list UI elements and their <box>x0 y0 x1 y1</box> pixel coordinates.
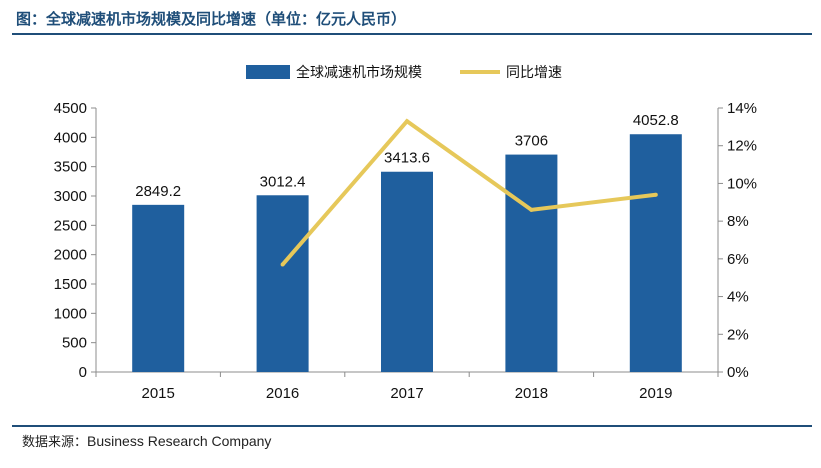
bar-data-label: 3706 <box>515 133 548 150</box>
legend-bar-swatch <box>246 65 290 79</box>
legend-line-label: 同比增速 <box>506 65 562 81</box>
top-rule <box>12 33 812 35</box>
right-tick-label: 10% <box>727 175 757 192</box>
left-tick-label: 2500 <box>54 217 87 234</box>
right-tick-label: 4% <box>727 289 749 306</box>
growth-point <box>405 119 409 124</box>
bar <box>505 154 558 372</box>
x-tick-label: 2015 <box>142 385 175 402</box>
bar <box>629 134 682 372</box>
source-label: 数据来源： <box>22 435 88 450</box>
right-tick-label: 2% <box>727 326 749 343</box>
left-tick-label: 4500 <box>54 100 87 117</box>
growth-line-layer <box>280 118 658 267</box>
left-tick-label: 2000 <box>54 247 87 264</box>
legend-bar-label: 全球减速机市场规模 <box>296 64 422 81</box>
bar-data-label: 3012.4 <box>260 173 306 190</box>
source-name: Business Research Company <box>87 433 272 449</box>
right-tick-label: 0% <box>727 364 749 381</box>
x-tick-label: 2016 <box>266 385 299 402</box>
left-tick-label: 3000 <box>54 188 87 205</box>
left-tick-label: 0 <box>79 364 87 381</box>
bar <box>132 204 185 372</box>
growth-point <box>653 192 658 197</box>
chart-title: 图：全球减速机市场规模及同比增速（单位：亿元人民币） <box>16 10 407 28</box>
bottom-rule <box>12 425 812 427</box>
chart-header: 图：全球减速机市场规模及同比增速（单位：亿元人民币） <box>12 6 812 32</box>
legend: 全球减速机市场规模 同比增速 <box>246 64 562 81</box>
left-tick-label: 1500 <box>54 276 87 293</box>
right-tick-label: 8% <box>727 213 749 230</box>
right-tick-label: 12% <box>727 138 757 155</box>
x-tick-label: 2019 <box>639 385 672 402</box>
bar-data-label: 4052.8 <box>633 112 679 129</box>
x-tick-label: 2018 <box>515 385 548 402</box>
growth-line <box>281 118 657 266</box>
bars <box>132 134 682 372</box>
right-tick-label: 6% <box>727 251 749 268</box>
x-tick-label: 2017 <box>390 385 423 402</box>
left-tick-label: 3500 <box>54 159 87 176</box>
left-tick-label: 4000 <box>54 129 87 146</box>
bar-data-label: 3413.6 <box>384 150 430 167</box>
bar-data-label: 2849.2 <box>135 183 181 200</box>
left-tick-label: 1000 <box>54 305 87 322</box>
source-note: 数据来源：Business Research Company <box>22 431 271 450</box>
right-tick-label: 14% <box>727 100 757 117</box>
bar <box>381 171 433 372</box>
data-labels: 2849.2 3012.4 3413.6 3706 4052.8 <box>135 112 678 200</box>
axes: 0 500 1000 1500 2000 2500 3000 3500 4000 4500 0% 2%… <box>54 100 757 402</box>
growth-point <box>280 262 285 267</box>
growth-point <box>529 207 534 212</box>
left-tick-label: 500 <box>62 335 87 352</box>
bar <box>256 195 309 372</box>
